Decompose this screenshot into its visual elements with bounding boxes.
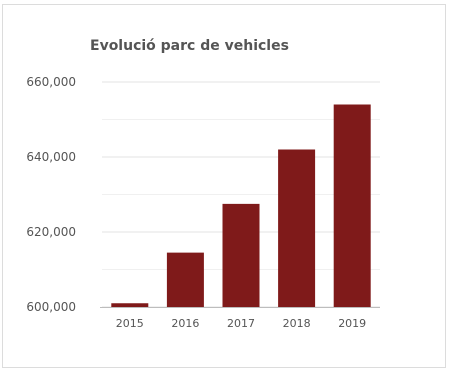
y-tick-label: 640,000 — [26, 150, 76, 164]
x-tick-label: 2018 — [283, 317, 311, 330]
y-tick-label: 620,000 — [26, 225, 76, 239]
bar — [111, 303, 149, 307]
bar — [278, 149, 316, 307]
bar — [333, 104, 371, 307]
x-tick-label: 2019 — [338, 317, 366, 330]
x-tick-label: 2016 — [171, 317, 199, 330]
y-tick-label: 600,000 — [26, 300, 76, 314]
x-tick-label: 2017 — [227, 317, 255, 330]
chart-title: Evolució parc de vehicles — [90, 38, 289, 54]
bar — [222, 203, 260, 307]
bar — [166, 252, 204, 307]
x-tick-label: 2015 — [116, 317, 144, 330]
y-tick-label: 660,000 — [26, 75, 76, 89]
